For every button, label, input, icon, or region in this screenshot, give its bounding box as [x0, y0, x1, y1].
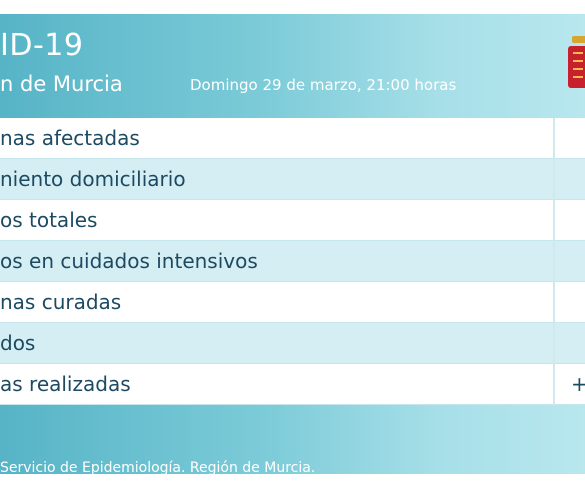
- row-value-cell: [553, 118, 585, 159]
- source-note: Servicio de Epidemiología. Región de Mur…: [0, 460, 316, 474]
- row-value-cell: [553, 159, 585, 200]
- row-value-cell: [553, 282, 585, 323]
- row-label: as realizadas: [0, 372, 131, 396]
- region-subtitle: n de Murcia: [0, 72, 123, 96]
- row-value-cell: [553, 323, 585, 364]
- table-row: nas afectadas: [0, 118, 585, 159]
- row-value-cell: [553, 241, 585, 282]
- table-row: nas curadas: [0, 282, 585, 323]
- row-value-cell: +: [553, 364, 585, 405]
- table-row: dos: [0, 323, 585, 364]
- row-label: nas afectadas: [0, 126, 140, 150]
- covid-infographic-card: ID-19 n de Murcia Domingo 29 de marzo, 2…: [0, 14, 585, 474]
- report-datetime: Domingo 29 de marzo, 21:00 horas: [190, 76, 457, 94]
- table-row: as realizadas +: [0, 364, 585, 405]
- row-label: os totales: [0, 208, 98, 232]
- stats-table: nas afectadas niento domiciliario os tot…: [0, 118, 585, 405]
- row-value-cell: [553, 200, 585, 241]
- row-value: +: [571, 372, 585, 396]
- page-title: ID-19: [0, 28, 84, 63]
- table-row: os totales: [0, 200, 585, 241]
- region-crest-icon: [568, 36, 585, 88]
- table-row: niento domiciliario: [0, 159, 585, 200]
- row-label: os en cuidados intensivos: [0, 249, 258, 273]
- row-label: niento domiciliario: [0, 167, 186, 191]
- table-row: os en cuidados intensivos: [0, 241, 585, 282]
- row-label: nas curadas: [0, 290, 122, 314]
- row-label: dos: [0, 331, 36, 355]
